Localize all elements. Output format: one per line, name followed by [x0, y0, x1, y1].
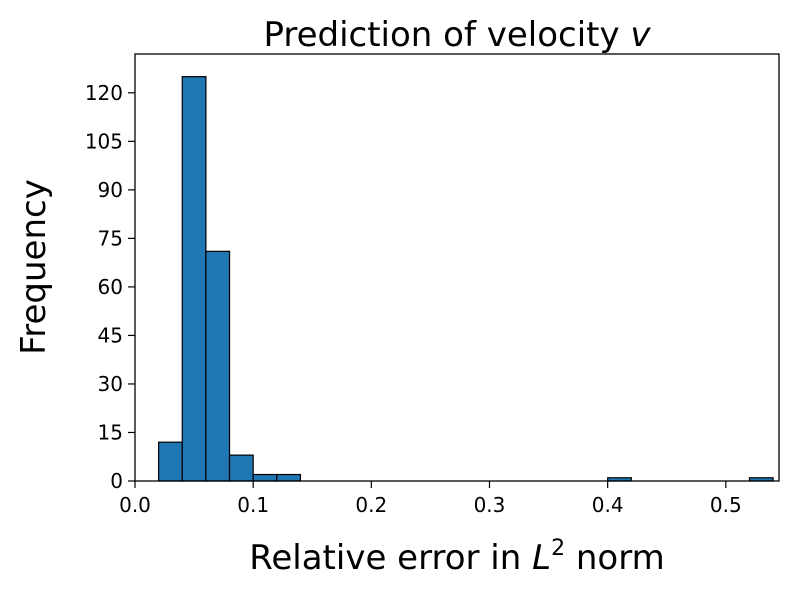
x-tick-label: 0.0 [119, 493, 151, 517]
y-tick-label: 0 [110, 469, 123, 493]
y-tick-label: 60 [98, 275, 123, 299]
histogram-bar [205, 250, 231, 482]
x-axis-label-symbol: L [532, 538, 551, 578]
y-tick-label: 15 [98, 420, 123, 444]
chart-title: Prediction of velocity v [263, 15, 651, 55]
x-axis-ticks: 0.0 0.1 0.2 0.3 0.4 0.5 [119, 481, 742, 517]
x-tick-label: 0.2 [355, 493, 387, 517]
histogram-bars [158, 76, 774, 482]
x-tick-label: 0.1 [237, 493, 269, 517]
x-axis-label-exponent: 2 [551, 536, 565, 561]
x-tick-label: 0.5 [710, 493, 742, 517]
y-axis-ticks: 0 15 30 45 60 75 90 105 120 [85, 81, 135, 493]
histogram-bar [276, 473, 302, 482]
x-axis-label-text: Relative error in [249, 538, 532, 578]
x-axis-label-unit: norm [565, 538, 665, 578]
y-tick-label: 75 [98, 226, 123, 250]
plot-area-frame [134, 53, 780, 482]
histogram-bar [228, 454, 254, 482]
y-tick-label: 105 [85, 129, 123, 153]
y-tick-label: 90 [98, 178, 123, 202]
histogram-bar [181, 76, 207, 482]
chart-title-variable: v [630, 15, 651, 55]
y-axis-label: Frequency [14, 179, 54, 355]
y-tick-label: 30 [98, 372, 123, 396]
y-tick-label: 120 [85, 81, 123, 105]
y-tick-label: 45 [98, 323, 123, 347]
x-axis-label: Relative error in L2 norm [249, 536, 664, 578]
x-tick-label: 0.3 [474, 493, 506, 517]
x-tick-label: 0.4 [592, 493, 624, 517]
histogram-bar [158, 441, 183, 482]
chart-title-text: Prediction of velocity [263, 15, 630, 55]
histogram-bar [252, 473, 278, 482]
